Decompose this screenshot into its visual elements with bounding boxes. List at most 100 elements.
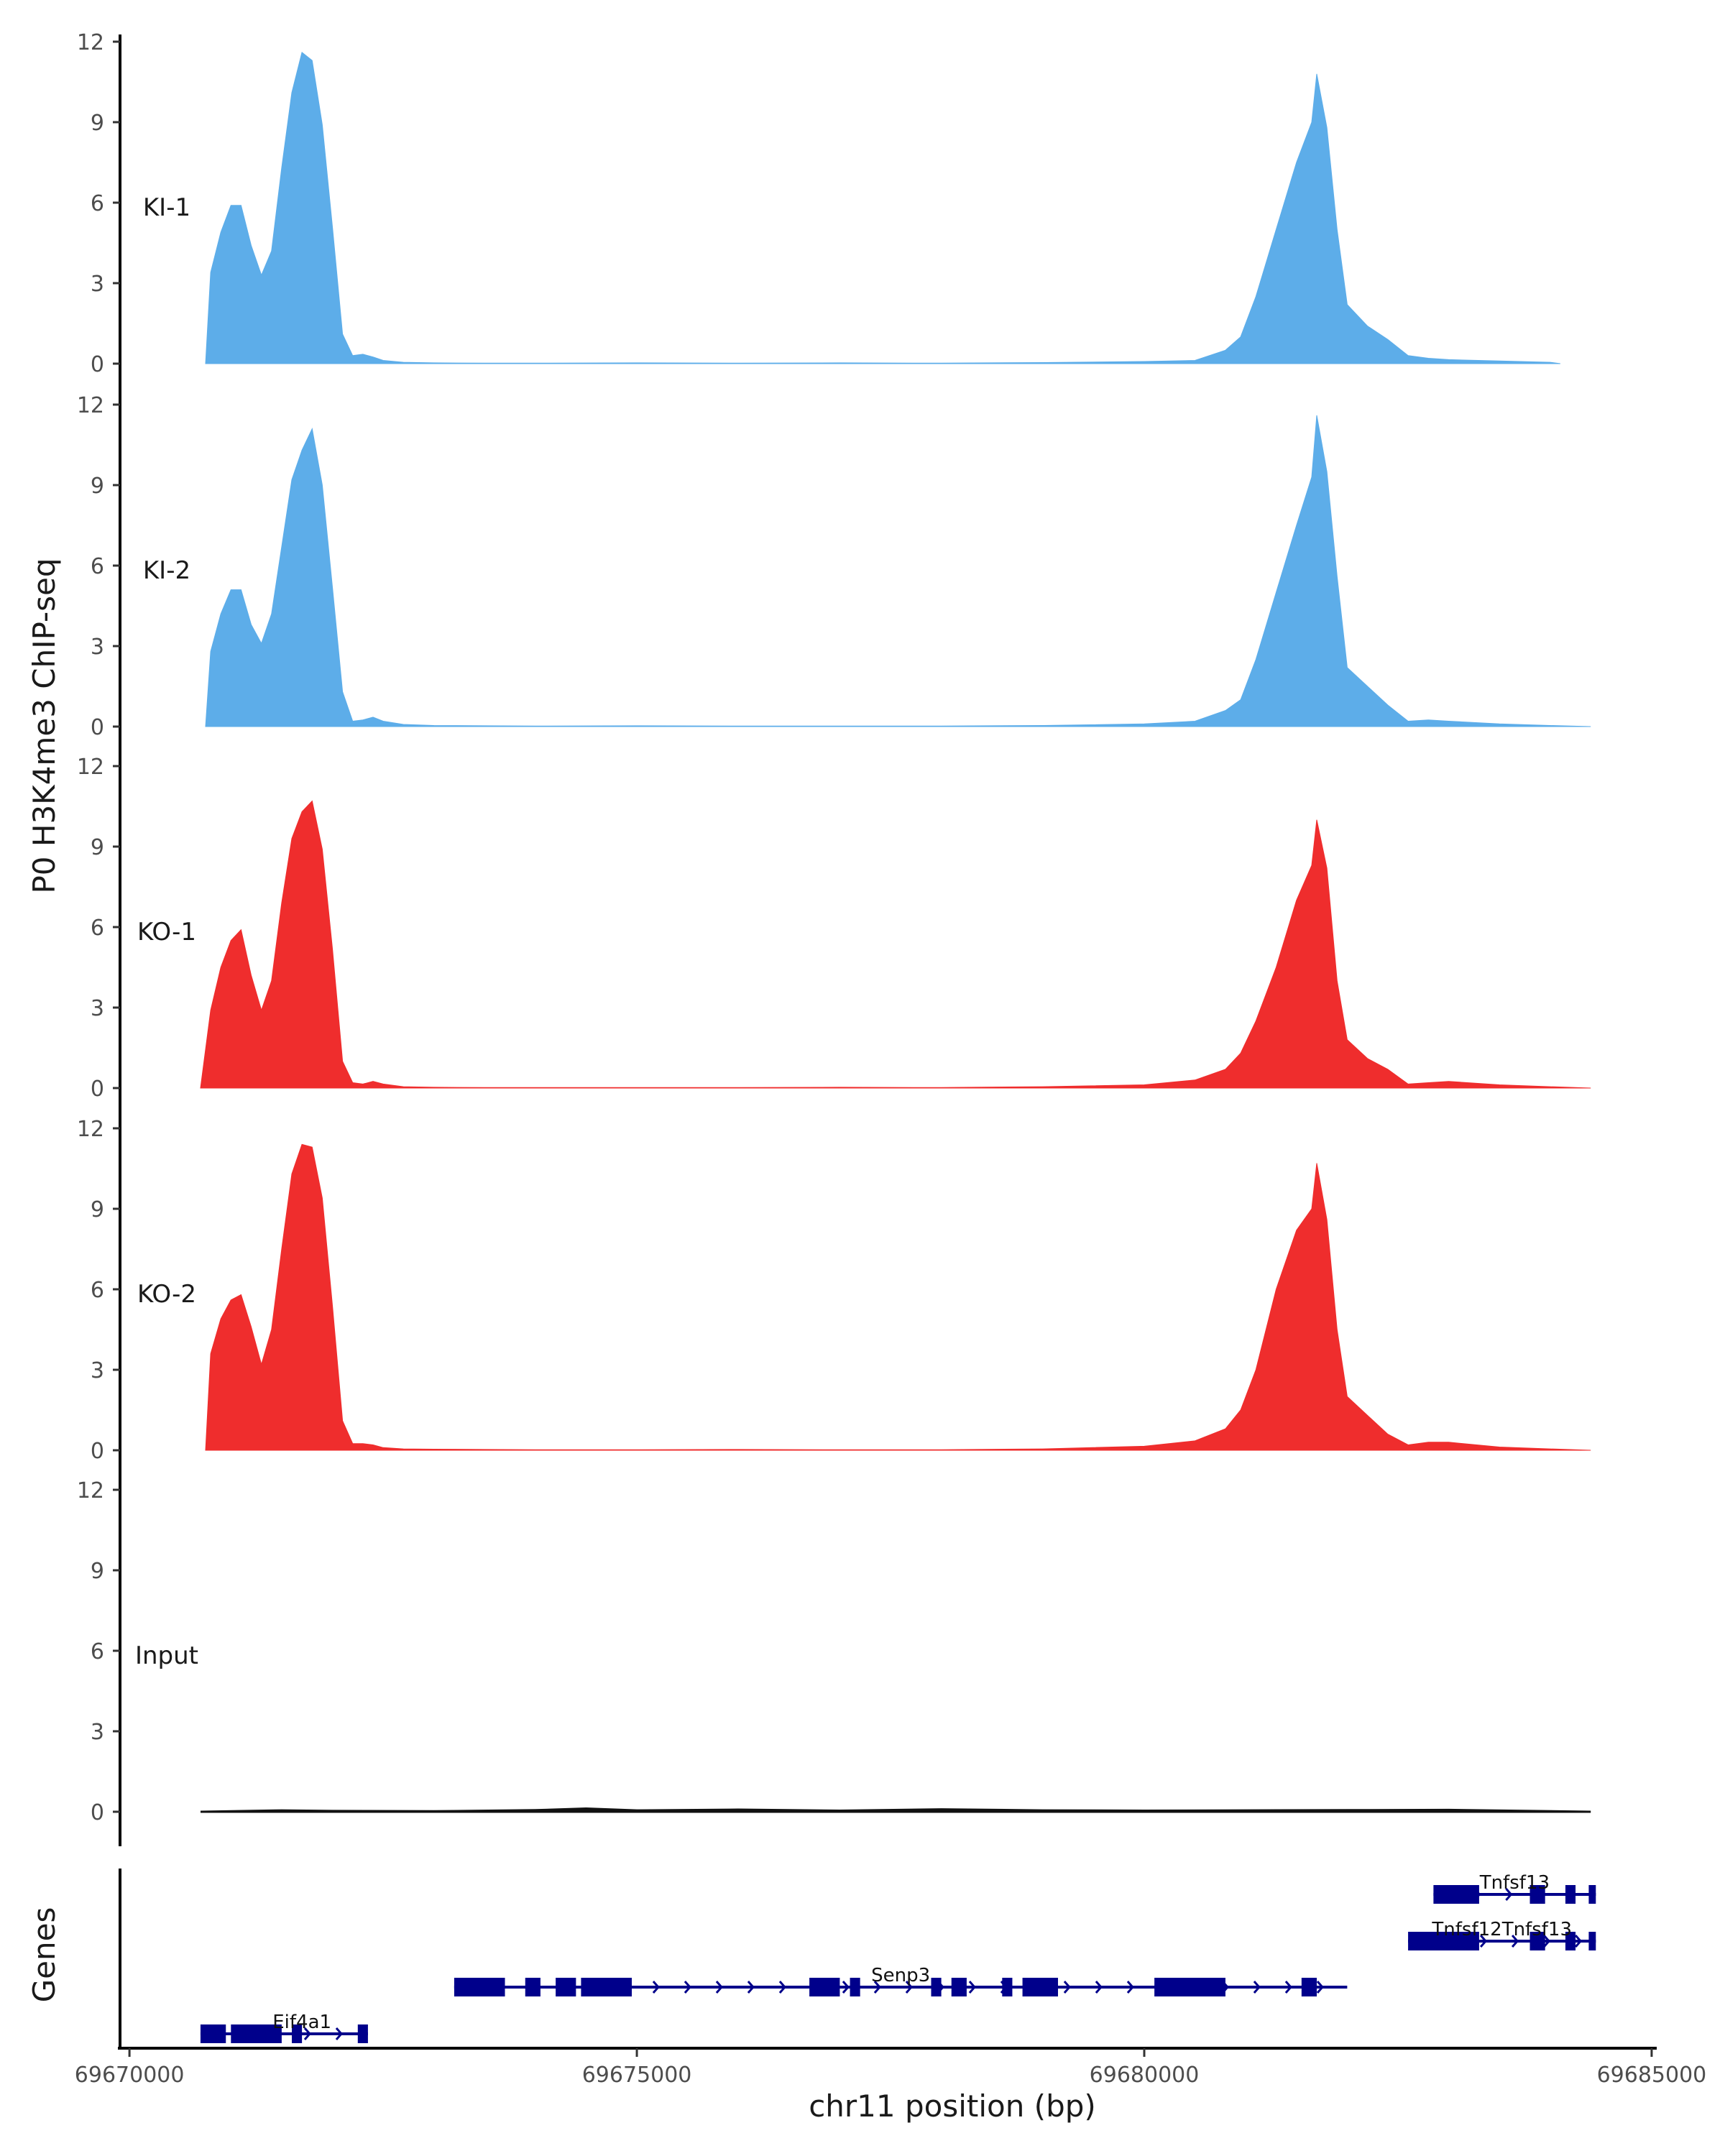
gene-label: Tnfsf12Tnfsf13 <box>1431 1919 1572 1940</box>
strand-arrow <box>1574 1935 1583 1948</box>
exon <box>951 1978 967 1996</box>
exon <box>1433 1885 1479 1904</box>
y-tick-label: 12 <box>77 1117 104 1142</box>
track-input: 0 3 6 9 12 Input <box>77 1478 1591 1846</box>
strand-arrow <box>1505 1888 1513 1901</box>
y-axis-title: P0 H3K4me3 ChIP-seq <box>27 558 62 893</box>
y-tick-label: 0 <box>91 1077 104 1102</box>
exon <box>525 1978 540 1996</box>
y-tick-label: 9 <box>91 1197 104 1222</box>
strand-arrow <box>747 1981 755 1994</box>
strand-arrow <box>684 1981 691 1994</box>
y-tick-label: 0 <box>91 715 104 740</box>
tracks-layer: 0 3 6 9 12 KI-1 0 3 6 9 12 KI-2 0 3 6 9 12 KO-1 0 3 6 9 12 KO-2… <box>77 30 1591 1846</box>
strand-arrow <box>335 2027 343 2040</box>
strand-arrow <box>778 1981 786 1994</box>
exon <box>581 1978 632 1996</box>
strand-arrow <box>1126 1981 1134 1994</box>
signal-area-ki-1 <box>205 52 1560 364</box>
y-tick-label: 9 <box>91 111 104 136</box>
strand-arrow <box>1542 1935 1551 1948</box>
genes-axis-title: Genes <box>27 1907 62 2003</box>
gene-senp3: Senp3 <box>454 1965 1348 1996</box>
exon <box>357 2024 368 2043</box>
gene-eif4a1: Eif4a1 <box>200 2012 368 2043</box>
strand-arrow <box>1095 1981 1103 1994</box>
x-axis-title: chr11 position (bp) <box>809 2088 1096 2124</box>
track-ki-1: 0 3 6 9 12 KI-1 <box>77 30 1560 398</box>
exon <box>1565 1885 1576 1904</box>
exon <box>292 2024 303 2043</box>
exon <box>1530 1932 1545 1950</box>
strand-arrow <box>1063 1981 1071 1994</box>
gene-label: Eif4a1 <box>272 2012 331 2033</box>
strand-arrow <box>652 1981 660 1994</box>
x-tick-label: 69680000 <box>1090 2063 1200 2088</box>
x-axis: 69670000 69675000 69680000 69685000 <box>75 2047 1707 2088</box>
y-tick-label: 12 <box>77 30 104 55</box>
exon <box>1002 1978 1013 1996</box>
strand-arrow <box>905 1981 913 1994</box>
track-ki-2: 0 3 6 9 12 KI-2 <box>77 393 1591 761</box>
y-tick-label: 9 <box>91 1559 104 1584</box>
strand-arrow <box>1284 1981 1292 1994</box>
x-tick-label: 69675000 <box>582 2063 692 2088</box>
exon <box>931 1978 942 1996</box>
exon <box>1154 1978 1225 1996</box>
y-tick-label: 6 <box>91 554 104 579</box>
y-tick-label: 12 <box>77 393 104 418</box>
signal-area-input <box>200 1807 1591 1813</box>
strand-arrow <box>303 2027 311 2040</box>
track-label: KO-1 <box>137 918 196 946</box>
exon <box>1588 1885 1596 1904</box>
strand-arrow <box>873 1981 881 1994</box>
x-tick-label: 69670000 <box>75 2063 185 2088</box>
signal-area-ki-2 <box>205 415 1591 727</box>
y-tick-label: 6 <box>91 1278 104 1303</box>
y-tick-label: 3 <box>91 1720 104 1745</box>
track-ko-2: 0 3 6 9 12 KO-2 <box>77 1117 1591 1485</box>
strand-arrow <box>1316 1981 1324 1994</box>
strand-arrow <box>715 1981 723 1994</box>
gene-label: Tnfsf13 <box>1479 1872 1550 1894</box>
track-label: KI-2 <box>143 556 190 585</box>
strand-arrow <box>842 1981 850 1994</box>
track-label: Input <box>135 1641 198 1670</box>
strand-arrow <box>1511 1935 1519 1948</box>
strand-arrow <box>1253 1981 1261 1994</box>
y-tick-label: 12 <box>77 1478 104 1503</box>
exon <box>231 2024 282 2043</box>
signal-area-ko-2 <box>205 1143 1591 1451</box>
x-tick-label: 69685000 <box>1597 2063 1707 2088</box>
exon <box>1022 1978 1058 1996</box>
y-tick-label: 12 <box>77 755 104 780</box>
gene-tnfsf13: Tnfsf13 <box>1433 1872 1596 1904</box>
track-label: KI-1 <box>143 193 190 222</box>
y-tick-label: 3 <box>91 1358 104 1383</box>
y-tick-label: 0 <box>91 352 104 377</box>
exon <box>850 1978 860 1996</box>
y-tick-label: 9 <box>91 835 104 860</box>
exon <box>200 2024 226 2043</box>
y-tick-label: 6 <box>91 191 104 216</box>
y-tick-label: 0 <box>91 1800 104 1825</box>
exon <box>556 1978 576 1996</box>
exon <box>454 1978 505 1996</box>
exon <box>1530 1885 1545 1904</box>
exon <box>1408 1932 1479 1950</box>
y-tick-label: 3 <box>91 272 104 297</box>
y-tick-label: 6 <box>91 1639 104 1664</box>
strand-arrow <box>968 1981 976 1994</box>
track-ko-1: 0 3 6 9 12 KO-1 <box>77 755 1591 1123</box>
y-tick-label: 0 <box>91 1439 104 1464</box>
exon <box>1588 1932 1596 1950</box>
gene-label: Senp3 <box>871 1965 930 1986</box>
y-tick-label: 9 <box>91 474 104 499</box>
exon <box>1565 1932 1576 1950</box>
exon <box>1301 1978 1317 1996</box>
y-tick-label: 6 <box>91 916 104 941</box>
y-tick-label: 3 <box>91 635 104 660</box>
gene-track: Tnfsf13 Tnfsf12Tnfsf13 Senp3 Eif4a1 <box>119 1869 1596 2048</box>
y-tick-label: 3 <box>91 996 104 1021</box>
